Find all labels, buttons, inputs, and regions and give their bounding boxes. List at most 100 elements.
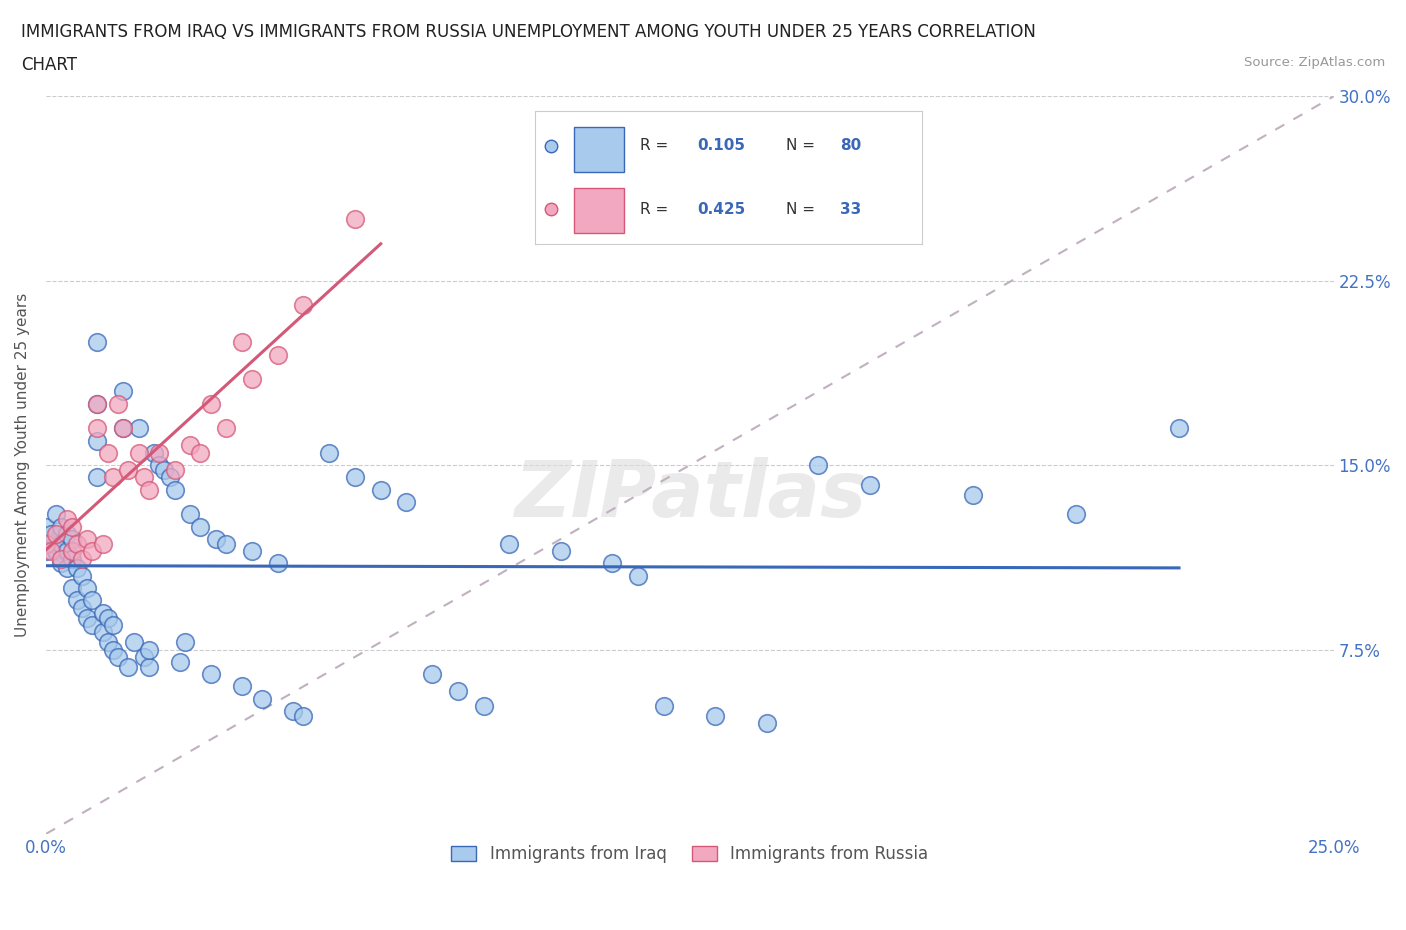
Point [66,593,89,608]
Point [138,659,160,674]
Point [318,445,340,460]
Point [51,556,73,571]
Point [704,709,727,724]
Point [240,372,263,387]
Point [60,580,83,595]
Point [652,698,675,713]
Point [756,716,779,731]
Point [231,679,253,694]
Point [51,551,73,566]
Point [39,526,62,541]
Point [122,634,145,649]
Point [97,610,120,625]
Point [128,445,150,460]
Point [132,470,155,485]
Point [91,605,114,620]
Point [35,544,58,559]
Point [76,531,98,546]
Point [60,544,83,559]
Point [112,420,135,435]
Point [1064,507,1087,522]
Point [159,470,181,485]
Point [97,634,120,649]
Point [179,507,201,522]
Point [55,526,77,541]
Point [39,537,62,551]
Point [962,487,984,502]
Point [45,526,67,541]
Text: ZIPatlas: ZIPatlas [513,457,866,533]
Point [498,537,520,551]
Legend: Immigrants from Iraq, Immigrants from Russia: Immigrants from Iraq, Immigrants from Ru… [444,839,935,870]
Point [283,703,305,718]
Y-axis label: Unemployment Among Youth under 25 years: Unemployment Among Youth under 25 years [15,293,30,637]
Point [550,544,572,559]
Point [86,470,108,485]
Point [859,477,882,492]
Point [163,462,186,477]
Point [148,458,170,472]
Point [82,618,104,632]
Point [117,462,139,477]
Point [200,396,222,411]
Point [138,642,160,657]
Point [215,537,238,551]
Point [51,519,73,534]
Point [292,709,315,724]
Point [70,600,93,615]
Point [807,458,830,472]
Point [35,519,58,534]
Point [472,698,495,713]
Point [215,420,238,435]
Point [66,561,89,576]
Point [76,580,98,595]
Point [39,544,62,559]
Point [163,483,186,498]
Point [343,212,366,227]
Point [112,384,135,399]
Point [35,537,58,551]
Point [60,551,83,566]
Point [45,544,67,559]
Point [179,438,201,453]
Point [370,483,392,498]
Point [252,691,274,706]
Point [107,396,129,411]
Point [91,537,114,551]
Point [35,531,58,546]
Point [420,667,443,682]
Point [627,568,650,583]
Point [97,445,120,460]
Point [112,420,135,435]
Point [267,347,290,362]
Point [602,556,624,571]
Text: Source: ZipAtlas.com: Source: ZipAtlas.com [1244,56,1385,69]
Point [45,507,67,522]
Point [138,483,160,498]
Point [82,544,104,559]
Point [82,593,104,608]
Point [101,618,124,632]
Point [70,568,93,583]
Point [128,420,150,435]
Point [205,531,228,546]
Point [231,335,253,350]
Point [55,544,77,559]
Point [169,655,191,670]
Text: CHART: CHART [21,56,77,73]
Point [143,445,166,460]
Point [1168,420,1191,435]
Point [395,495,418,510]
Point [60,519,83,534]
Point [132,649,155,664]
Point [200,667,222,682]
Point [107,649,129,664]
Point [148,445,170,460]
Point [66,537,89,551]
Point [343,470,366,485]
Point [190,445,212,460]
Point [86,420,108,435]
Point [86,396,108,411]
Point [55,561,77,576]
Point [86,335,108,350]
